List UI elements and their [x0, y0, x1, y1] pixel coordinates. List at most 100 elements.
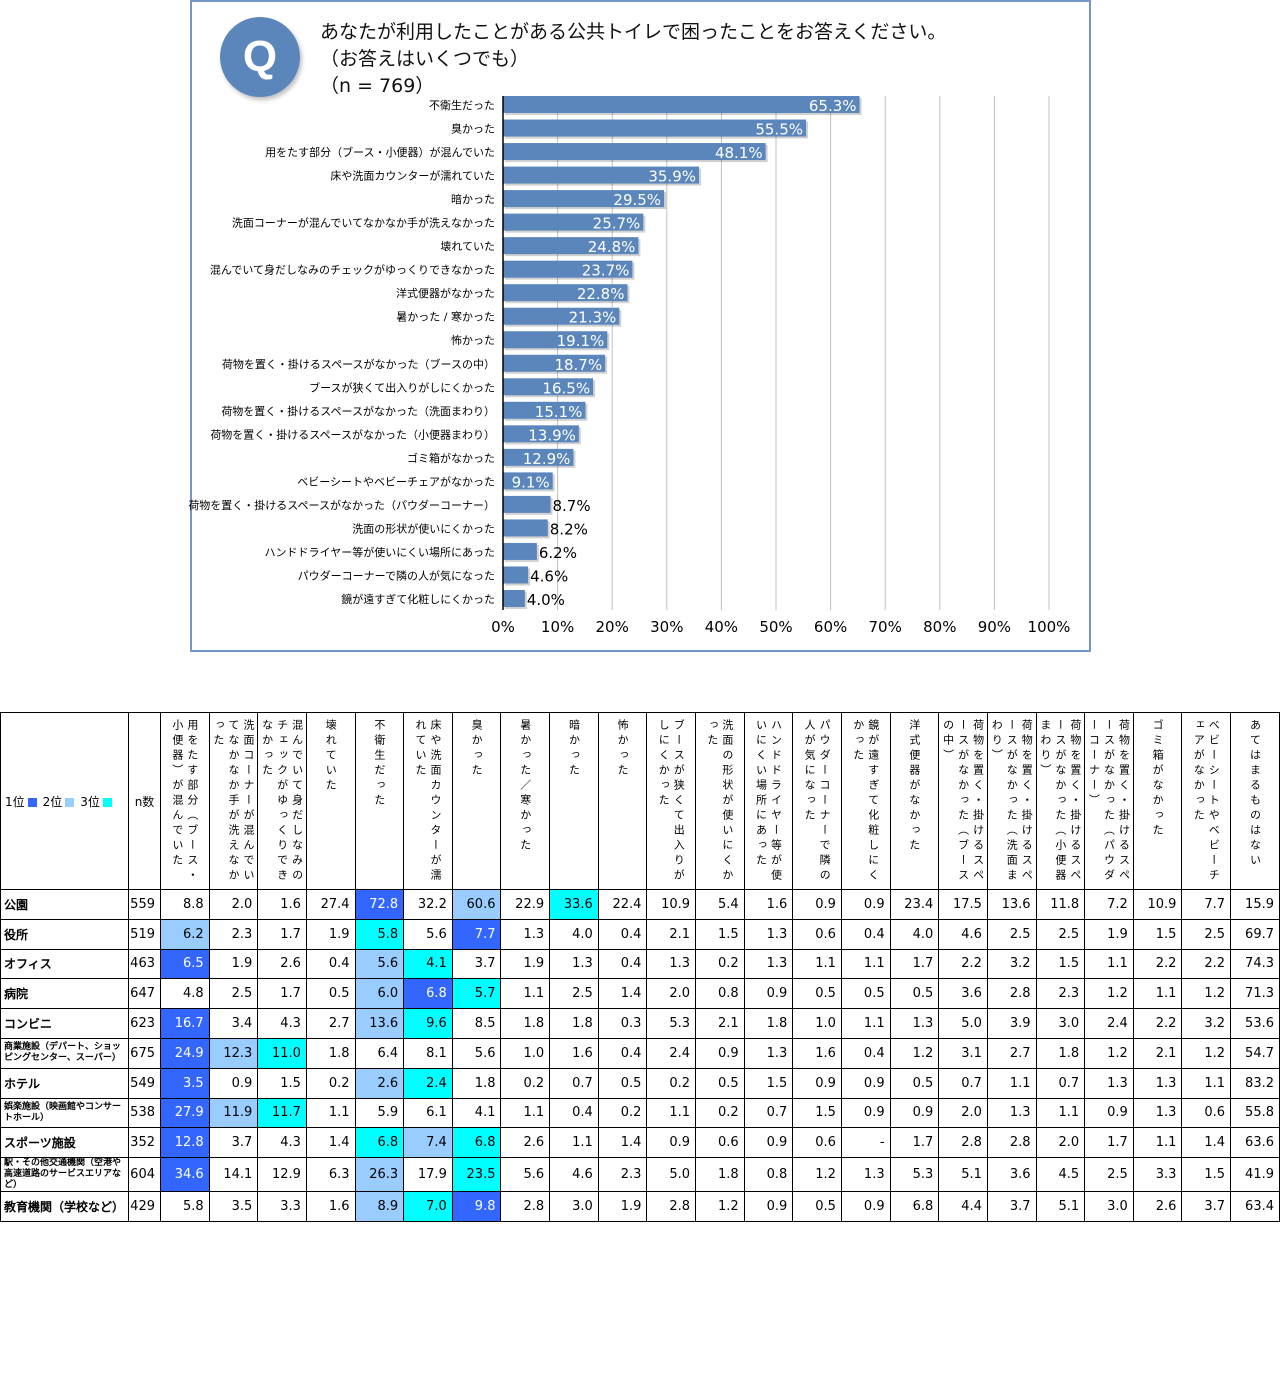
- value-cell: 4.3: [257, 1127, 307, 1159]
- row-n: 675: [128, 1037, 161, 1069]
- table-row: 公園 559 8.8 2.0 1.6 27.4 72.8 32.2 60.6 22.9 33.6 22…: [0, 889, 1280, 920]
- value-cell: 1.9: [1084, 918, 1134, 950]
- value-cell: 1.2: [889, 1037, 940, 1069]
- value-cell: 1.1: [840, 948, 891, 980]
- value-cell: 0.9: [840, 889, 891, 920]
- value-cell: 2.0: [646, 978, 697, 1010]
- row-label: 商業施設（デパート、ショッピングセンター、スーパー）: [0, 1037, 129, 1069]
- column-header-label: パウダーコーナーで隣の人が気になった: [803, 719, 832, 884]
- rank3-cell: 5.8: [354, 918, 405, 950]
- column-header-label: 怖かった: [616, 719, 630, 779]
- x-tick-label: 0%: [491, 618, 515, 636]
- table-row: 役所 519 6.2 2.3 1.7 1.9 5.8 5.6 7.7 1.3 4.0 0.4 2.1 1.…: [0, 918, 1280, 950]
- data-label: 25.7%: [593, 215, 641, 233]
- rank2-cell: 8.9: [354, 1191, 405, 1222]
- value-cell: 1.3: [743, 1037, 794, 1069]
- category-label: 用をたす部分（ブース・小便器）が混んでいた: [265, 145, 495, 159]
- value-cell: 1.9: [500, 948, 551, 980]
- value-cell: 13.6: [986, 889, 1037, 920]
- value-cell: 1.5: [1132, 918, 1183, 950]
- value-cell: 3.0: [549, 1191, 599, 1222]
- data-label: 35.9%: [648, 168, 696, 186]
- value-cell: 6.3: [305, 1157, 356, 1193]
- value-cell: 1.4: [597, 978, 648, 1010]
- value-cell: 0.6: [792, 918, 842, 950]
- column-header-label: 床や洗面カウンターが濡れていた: [414, 719, 443, 884]
- column-header: 用をたす部分（ブース・小便器）が混んでいた: [160, 712, 210, 890]
- category-label: 荷物を置く・掛けるスペースがなかった（小便器まわり）: [210, 427, 495, 441]
- table-row: オフィス 463 6.5 1.9 2.6 0.4 5.6 4.1 3.7 1.9 1.3 0.4 1.3…: [0, 948, 1280, 980]
- data-label: 23.7%: [582, 262, 630, 280]
- column-header: 暗かった: [549, 712, 599, 890]
- data-label: 24.8%: [588, 238, 636, 256]
- bar: [503, 190, 665, 208]
- sample-size: （n = 769）: [320, 75, 435, 97]
- bar: [503, 354, 606, 372]
- value-cell: 1.1: [1132, 978, 1183, 1010]
- value-cell: 1.3: [549, 948, 599, 980]
- category-label: 洗面コーナーが混んでいてなかなか手が洗えなかった: [232, 216, 495, 230]
- value-cell: 5.9: [354, 1097, 405, 1129]
- value-cell: 3.2: [986, 948, 1037, 980]
- rank1-cell: 6.5: [160, 948, 210, 980]
- value-cell: 1.7: [1084, 1127, 1134, 1159]
- value-cell: 0.9: [646, 1127, 697, 1159]
- table-row: スポーツ施設 352 12.8 3.7 4.3 1.4 6.8 7.4 6.8 2.6 1.1 1.4…: [0, 1127, 1280, 1159]
- value-cell: 1.8: [451, 1067, 502, 1099]
- value-cell: 0.5: [889, 978, 940, 1010]
- value-cell: 0.9: [743, 978, 794, 1010]
- row-n: 352: [128, 1127, 161, 1159]
- value-cell: 1.8: [305, 1037, 356, 1069]
- value-cell: 4.3: [257, 1008, 307, 1039]
- value-cell: 3.1: [938, 1037, 988, 1069]
- table-row: 病院 647 4.8 2.5 1.7 0.5 6.0 6.8 5.7 1.1 2.5 1.4 2.0 0.…: [0, 978, 1280, 1010]
- value-cell: 3.3: [1132, 1157, 1183, 1193]
- category-label: 洗面の形状が使いにくかった: [352, 521, 495, 535]
- value-cell: 0.9: [695, 1037, 745, 1069]
- value-cell: 0.4: [549, 1097, 599, 1129]
- value-cell: 1.2: [1181, 1037, 1232, 1069]
- value-cell: 1.1: [1181, 1067, 1232, 1099]
- bar: [503, 378, 594, 396]
- row-n: 538: [128, 1097, 161, 1129]
- value-cell: 0.9: [1084, 1097, 1134, 1129]
- data-label: 19.1%: [557, 332, 605, 350]
- value-cell: 2.6: [257, 948, 307, 980]
- legend-rank1: 1位: [5, 794, 25, 809]
- column-header-label: 洗面コーナーが混んでいてなかなか手が洗えなかった: [211, 719, 255, 884]
- column-header: 壊れていた: [305, 712, 356, 890]
- value-cell: 71.3: [1230, 978, 1280, 1010]
- column-header: 臭かった: [451, 712, 502, 890]
- x-tick-label: 60%: [814, 618, 847, 636]
- row-label: 病院: [0, 978, 129, 1010]
- value-cell: 2.2: [1132, 1008, 1183, 1039]
- bar: [503, 119, 807, 137]
- question-note: （お答えはいくつでも）: [320, 48, 530, 70]
- value-cell: 1.3: [500, 918, 551, 950]
- value-cell: 1.1: [549, 1127, 599, 1159]
- rank1-cell: 7.7: [451, 918, 502, 950]
- column-header: 洗面コーナーが混んでいてなかなか手が洗えなかった: [208, 712, 259, 890]
- legend-rank2: 2位: [42, 794, 63, 809]
- value-cell: 1.4: [1181, 1127, 1232, 1159]
- value-cell: 10.9: [646, 889, 697, 920]
- table-row: 駅・その他交通機関（空港や高速道路のサービスエリアなど） 604 34.6 14.1 1…: [0, 1157, 1280, 1193]
- category-label: 暑かった / 寒かった: [396, 310, 495, 324]
- value-cell: 1.3: [1084, 1067, 1134, 1099]
- column-header: 床や洗面カウンターが濡れていた: [403, 712, 453, 890]
- value-cell: 6.8: [889, 1191, 940, 1222]
- bar: [503, 566, 529, 584]
- rank2-cell: 6.2: [160, 918, 210, 950]
- value-cell: 2.1: [1132, 1037, 1183, 1069]
- column-header-label: 荷物を置く・掛けるスペースがなかった（パウダーコーナー）: [1087, 719, 1131, 884]
- rank1-cell: 9.8: [451, 1191, 502, 1222]
- value-cell: 2.5: [208, 978, 259, 1010]
- data-label: 4.0%: [527, 591, 565, 609]
- value-cell: 54.7: [1230, 1037, 1280, 1069]
- value-cell: 1.1: [986, 1067, 1037, 1099]
- rank3-cell: 6.8: [451, 1127, 502, 1159]
- value-cell: 4.0: [549, 918, 599, 950]
- column-header-label: 荷物を置く・掛けるスペースがなかった（ブースの中）: [941, 719, 985, 884]
- value-cell: 0.9: [840, 1191, 891, 1222]
- value-cell: 5.0: [646, 1157, 697, 1193]
